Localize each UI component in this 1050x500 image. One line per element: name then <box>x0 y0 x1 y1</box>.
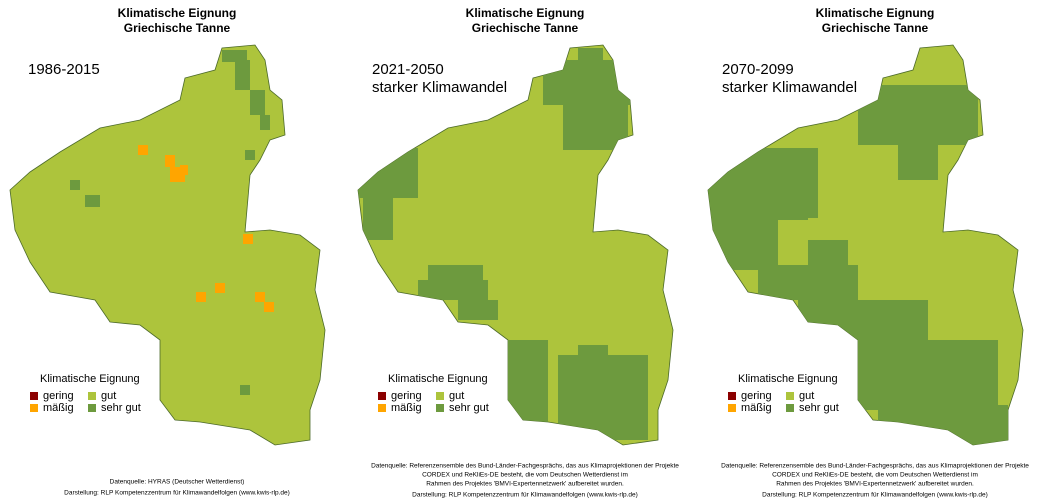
cell-sehr-gut <box>563 105 628 150</box>
cell-sehr-gut <box>508 340 548 430</box>
cell-sehr-gut <box>858 85 978 145</box>
cell-sehr-gut <box>70 180 80 190</box>
legend-swatch <box>436 404 444 412</box>
period-label: 2021-2050 <box>372 61 444 78</box>
source-note: CORDEX und ReKliEs-DE besteht, die vom D… <box>772 472 978 479</box>
legend-label: mäßig <box>391 402 422 414</box>
source-note: Darstellung: RLP Kompetenzzentrum für Kl… <box>412 492 638 499</box>
source-note: Darstellung: RLP Kompetenzzentrum für Kl… <box>762 492 988 499</box>
legend-label: mäßig <box>741 402 772 414</box>
legend-label: mäßig <box>43 402 74 414</box>
legend-label: gering <box>43 390 74 402</box>
period-label: 2070-2099 <box>722 61 794 78</box>
cell-sehr-gut <box>260 115 270 130</box>
source-note: Datenquelle: Referenzensemble des Bund-L… <box>371 463 679 470</box>
panel-title: Griechische Tanne <box>472 21 579 35</box>
legend-swatch <box>88 392 96 400</box>
legend-label: gering <box>741 390 772 402</box>
region-outline <box>9 44 326 446</box>
legend-swatch <box>786 392 794 400</box>
cell-maessig <box>264 302 274 312</box>
legend-swatch <box>88 404 96 412</box>
panel-title: Klimatische Eignung <box>466 6 585 20</box>
source-note: Datenquelle: HYRAS (Deutscher Wetterdien… <box>110 479 245 486</box>
legend-label: gut <box>449 390 464 402</box>
cell-sehr-gut <box>250 90 265 115</box>
period-label: starker Klimawandel <box>722 79 857 96</box>
legend-swatch <box>30 404 38 412</box>
cell-sehr-gut <box>458 300 498 320</box>
cell-maessig <box>215 283 225 293</box>
cell-sehr-gut <box>768 195 808 220</box>
panel-title: Griechische Tanne <box>124 21 231 35</box>
panel-title: Klimatische Eignung <box>118 6 237 20</box>
legend-swatch <box>786 404 794 412</box>
source-note: CORDEX und ReKliEs-DE besteht, die vom D… <box>422 472 628 479</box>
panel-title: Griechische Tanne <box>822 21 929 35</box>
source-note: Darstellung: RLP Kompetenzzentrum für Kl… <box>64 490 290 497</box>
cell-maessig <box>243 234 253 244</box>
cell-maessig <box>255 292 265 302</box>
legend-swatch <box>728 404 736 412</box>
cell-sehr-gut <box>543 60 633 105</box>
source-note: Rahmen des Projektes 'BMVI-Expertennetzw… <box>426 481 624 488</box>
cell-sehr-gut <box>798 300 928 340</box>
period-label: 1986-2015 <box>28 61 100 78</box>
legend-label: sehr gut <box>799 402 839 414</box>
legend-swatch <box>378 404 386 412</box>
cell-sehr-gut <box>363 195 393 240</box>
map-cells <box>70 50 274 395</box>
cell-sehr-gut <box>838 340 998 410</box>
cell-sehr-gut <box>758 265 858 300</box>
legend-title: Klimatische Eignung <box>738 373 838 385</box>
cell-sehr-gut <box>222 50 247 62</box>
legend-label: gut <box>799 390 814 402</box>
cell-sehr-gut <box>578 345 608 360</box>
legend-swatch <box>728 392 736 400</box>
period-label: starker Klimawandel <box>372 79 507 96</box>
legend-label: gering <box>391 390 422 402</box>
cell-sehr-gut <box>878 405 1008 445</box>
cell-sehr-gut <box>240 385 250 395</box>
legend-label: sehr gut <box>101 402 141 414</box>
cell-sehr-gut <box>808 240 848 270</box>
legend-swatch <box>30 392 38 400</box>
legend-label: gut <box>101 390 116 402</box>
legend-swatch <box>436 392 444 400</box>
source-note: Rahmen des Projektes 'BMVI-Expertennetzw… <box>776 481 974 488</box>
cell-maessig <box>165 155 175 167</box>
legend-title: Klimatische Eignung <box>40 373 140 385</box>
source-note: Datenquelle: Referenzensemble des Bund-L… <box>721 463 1029 470</box>
cell-sehr-gut <box>578 48 603 63</box>
legend-title: Klimatische Eignung <box>388 373 488 385</box>
legend-label: sehr gut <box>449 402 489 414</box>
cell-maessig <box>180 165 188 175</box>
cell-maessig <box>138 145 148 155</box>
cell-sehr-gut <box>558 355 648 440</box>
cell-sehr-gut <box>428 265 483 285</box>
cell-sehr-gut <box>245 150 255 160</box>
panel-title: Klimatische Eignung <box>816 6 935 20</box>
cell-maessig <box>196 292 206 302</box>
cell-sehr-gut <box>358 148 418 198</box>
legend-swatch <box>378 392 386 400</box>
cell-sehr-gut <box>85 195 100 207</box>
cell-sehr-gut <box>235 60 250 90</box>
cell-sehr-gut <box>898 145 938 180</box>
